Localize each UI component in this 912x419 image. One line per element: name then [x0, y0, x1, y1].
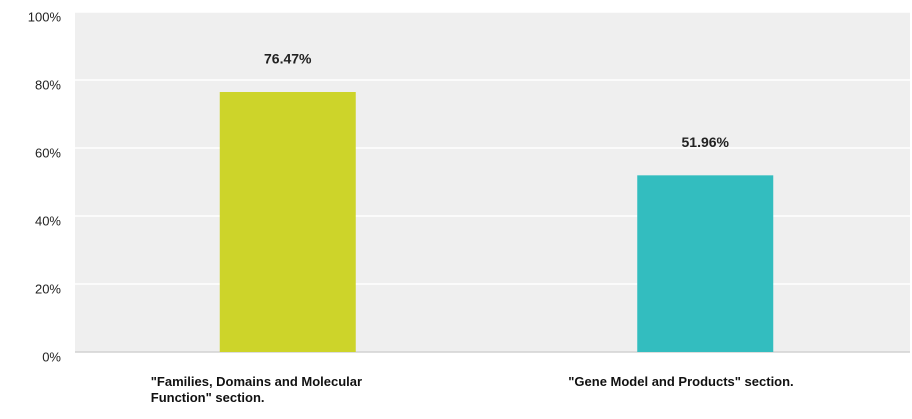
bar [219, 92, 356, 352]
y-tick-label: 80% [35, 77, 61, 92]
y-tick-label: 40% [35, 213, 61, 228]
y-tick-label: 0% [42, 349, 61, 364]
y-tick-label: 60% [35, 145, 61, 160]
value-label: 76.47% [264, 51, 312, 67]
x-tick-label: "Gene Model and Products" section. [568, 374, 794, 389]
y-tick-label: 100% [28, 9, 62, 24]
plot-background [75, 12, 910, 352]
bar [637, 175, 774, 352]
y-tick-label: 20% [35, 281, 61, 296]
x-tick-label: "Families, Domains and Molecular Functio… [150, 374, 363, 405]
value-label: 51.96% [682, 134, 730, 150]
